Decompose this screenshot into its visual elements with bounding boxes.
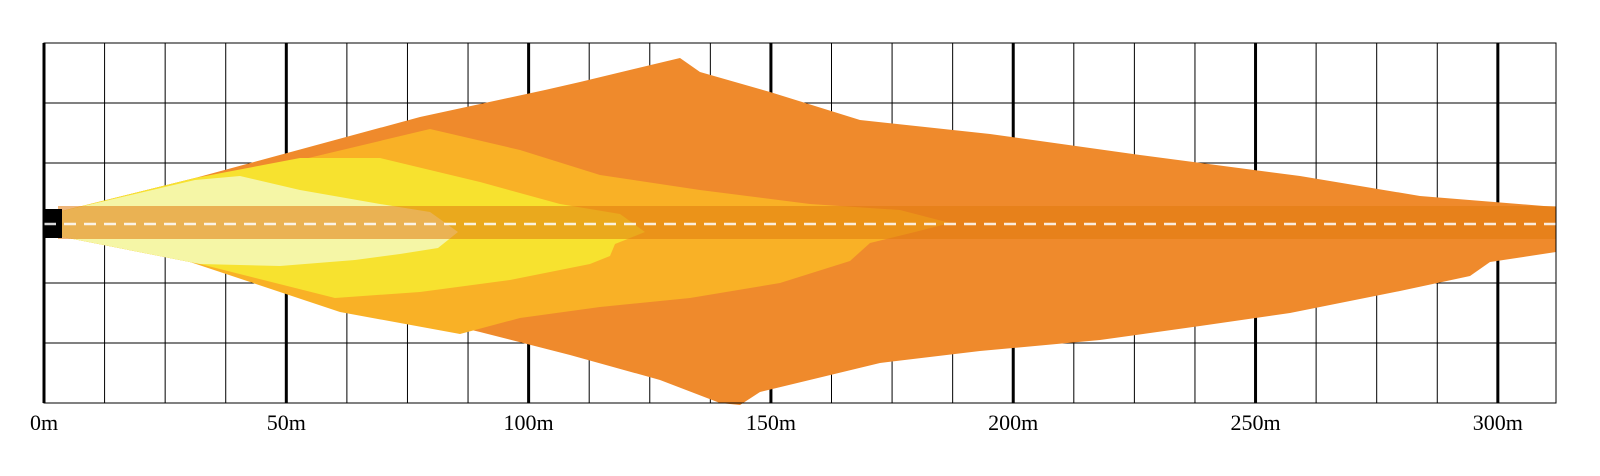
- x-tick-label: 0m: [30, 410, 58, 435]
- x-tick-label: 200m: [988, 410, 1038, 435]
- x-tick-label: 300m: [1473, 410, 1523, 435]
- x-tick-label: 250m: [1230, 410, 1280, 435]
- x-tick-label: 50m: [267, 410, 306, 435]
- plot-frame: [43, 42, 1557, 404]
- road-band: [58, 206, 1556, 239]
- x-tick-label: 100m: [504, 410, 554, 435]
- x-axis-labels: 0m 50m 100m 150m 200m 250m 300m: [30, 410, 1523, 435]
- x-tick-label: 150m: [746, 410, 796, 435]
